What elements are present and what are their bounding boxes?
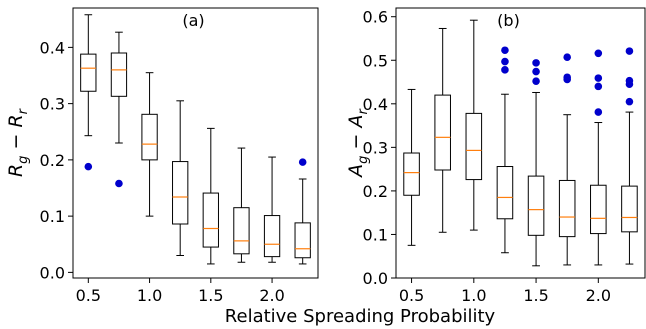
outlier-point	[501, 66, 509, 74]
panel-title: (b)	[497, 11, 520, 30]
x-tick-label: 2.0	[259, 286, 284, 305]
x-tick-label: 1.5	[198, 286, 223, 305]
iqr-box	[465, 112, 483, 181]
y-tick-label: 0.4	[363, 95, 388, 114]
box-plot	[80, 14, 97, 171]
y-tick-label: 0.3	[40, 95, 65, 114]
box-plot	[465, 19, 483, 231]
y-tick-label: 0.6	[363, 8, 388, 27]
outlier-point	[594, 82, 603, 91]
y-axis-label: Ag − Ar	[345, 108, 371, 179]
outlier-point	[532, 77, 540, 85]
iqr-box	[590, 184, 607, 235]
y-tick-label: 0.2	[363, 182, 388, 201]
iqr-box	[527, 175, 545, 236]
iqr-box	[434, 94, 451, 171]
outlier-point	[115, 179, 123, 188]
x-tick-label: 0.5	[76, 286, 101, 305]
box-plot	[110, 31, 128, 188]
axes-frame	[395, 7, 646, 279]
iqr-box	[558, 179, 576, 238]
box-plot	[434, 27, 451, 233]
shared-x-axis-label: Relative Spreading Probability	[225, 306, 496, 327]
box-plot	[558, 53, 576, 266]
y-tick-label: 0.1	[40, 207, 65, 226]
iqr-box	[496, 166, 514, 220]
panel-a: 0.0 0.1 0.2 0.3 0.4 0.5 1.0 1.5 2.0 (a) Rg − Rr	[5, 7, 319, 305]
box-plot	[403, 88, 420, 246]
box-plot	[233, 147, 250, 263]
outlier-point	[532, 67, 540, 76]
panel-b: 0.0 0.1 0.2 0.3 0.4 0.5 0.6 0.5 1.0 1.5 2.0 (b) Ag −…	[345, 7, 646, 305]
outlier-point	[298, 158, 307, 166]
y-tick-label: 0.4	[40, 38, 65, 57]
x-tick-label: 1.0	[137, 286, 162, 305]
iqr-box	[202, 192, 219, 248]
y-tick-label: 0.2	[40, 151, 65, 170]
iqr-box	[110, 52, 128, 97]
x-tick-label: 2.0	[586, 286, 611, 305]
box-plot	[496, 46, 514, 254]
iqr-box	[621, 185, 638, 233]
iqr-box	[80, 53, 97, 92]
box-plot	[141, 72, 158, 217]
outlier-point	[532, 59, 540, 67]
y-tick-label: 0.5	[363, 51, 388, 70]
y-tick-label: 0.0	[363, 269, 388, 288]
outlier-point	[594, 74, 603, 82]
outlier-point	[625, 76, 634, 85]
iqr-box	[263, 215, 281, 258]
axes-frame	[72, 7, 319, 279]
iqr-box	[403, 152, 420, 196]
y-axis-label: Rg − Rr	[5, 107, 31, 177]
outlier-point	[563, 53, 571, 62]
outlier-point	[594, 108, 603, 116]
iqr-box	[294, 222, 311, 259]
outlier-point	[625, 47, 634, 55]
y-tick-label: 0.1	[363, 225, 388, 244]
y-tick-label: 0.3	[363, 138, 388, 157]
x-tick-label: 0.5	[399, 286, 424, 305]
outlier-point	[563, 73, 571, 82]
outlier-point	[501, 57, 509, 66]
outlier-point	[625, 97, 634, 106]
iqr-box	[233, 207, 250, 255]
box-plot	[294, 158, 311, 265]
y-tick-label: 0.0	[40, 263, 65, 282]
box-plot	[202, 127, 219, 265]
box-plot	[590, 49, 607, 266]
box-plot	[172, 100, 189, 256]
outlier-point	[501, 46, 509, 55]
box-plot	[263, 156, 281, 263]
panel-title: (a)	[182, 11, 204, 30]
iqr-box	[172, 161, 189, 225]
box-plot	[621, 47, 638, 265]
x-tick-label: 1.5	[523, 286, 548, 305]
x-tick-label: 1.0	[461, 286, 486, 305]
iqr-box	[141, 113, 158, 161]
outlier-point	[84, 162, 93, 171]
box-plot	[527, 59, 545, 267]
outlier-point	[594, 49, 603, 58]
